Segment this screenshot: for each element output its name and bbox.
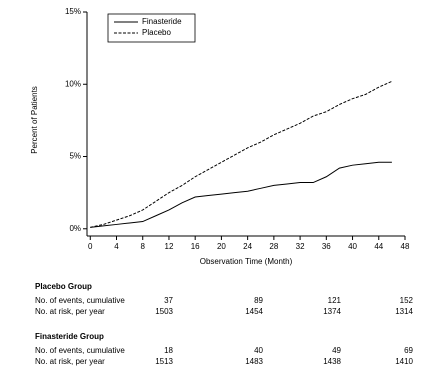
- x-tick-label: 24: [243, 242, 252, 251]
- y-tick-label: 5%: [69, 152, 81, 161]
- table-cell: 1410: [395, 357, 413, 366]
- group-title: Placebo Group: [35, 282, 92, 291]
- series-line: [90, 161, 392, 228]
- x-tick-label: 16: [191, 242, 200, 251]
- table-cell: 1438: [323, 357, 341, 366]
- row-label: No. of events, cumulative: [35, 346, 125, 355]
- x-tick-label: 28: [269, 242, 278, 251]
- table-cell: 18: [164, 346, 173, 355]
- table-cell: 1454: [245, 307, 263, 316]
- table-cell: 49: [332, 346, 341, 355]
- table-cell: 1503: [155, 307, 173, 316]
- x-tick-label: 4: [114, 242, 119, 251]
- legend-box: [107, 13, 196, 43]
- x-tick-label: 48: [401, 242, 410, 251]
- table-cell: 1314: [395, 307, 413, 316]
- table-cell: 121: [328, 296, 342, 305]
- y-tick-label: 0%: [69, 224, 81, 233]
- table-cell: 40: [254, 346, 263, 355]
- series-line: [90, 80, 393, 228]
- y-tick-label: 15%: [65, 7, 81, 16]
- x-tick-label: 8: [141, 242, 146, 251]
- x-tick-label: 20: [217, 242, 226, 251]
- row-label: No. at risk, per year: [35, 307, 105, 316]
- table-cell: 1513: [155, 357, 173, 366]
- legend-label: Finasteride: [142, 17, 182, 26]
- row-label: No. of events, cumulative: [35, 296, 125, 305]
- table-cell: 37: [164, 296, 173, 305]
- x-tick-label: 0: [88, 242, 93, 251]
- table-cell: 1483: [245, 357, 263, 366]
- y-tick-label: 10%: [65, 79, 81, 88]
- table-cell: 89: [254, 296, 263, 305]
- x-tick-label: 36: [322, 242, 331, 251]
- x-tick-label: 12: [165, 242, 174, 251]
- x-axis-label: Observation Time (Month): [200, 257, 293, 266]
- group-title: Finasteride Group: [35, 332, 104, 341]
- row-label: No. at risk, per year: [35, 357, 105, 366]
- x-tick-label: 32: [296, 242, 305, 251]
- x-tick-label: 40: [348, 242, 357, 251]
- legend-label: Placebo: [142, 28, 171, 37]
- x-tick-label: 44: [374, 242, 383, 251]
- table-cell: 152: [400, 296, 414, 305]
- y-axis-label: Percent of Patients: [30, 86, 39, 154]
- table-cell: 69: [404, 346, 413, 355]
- table-cell: 1374: [323, 307, 341, 316]
